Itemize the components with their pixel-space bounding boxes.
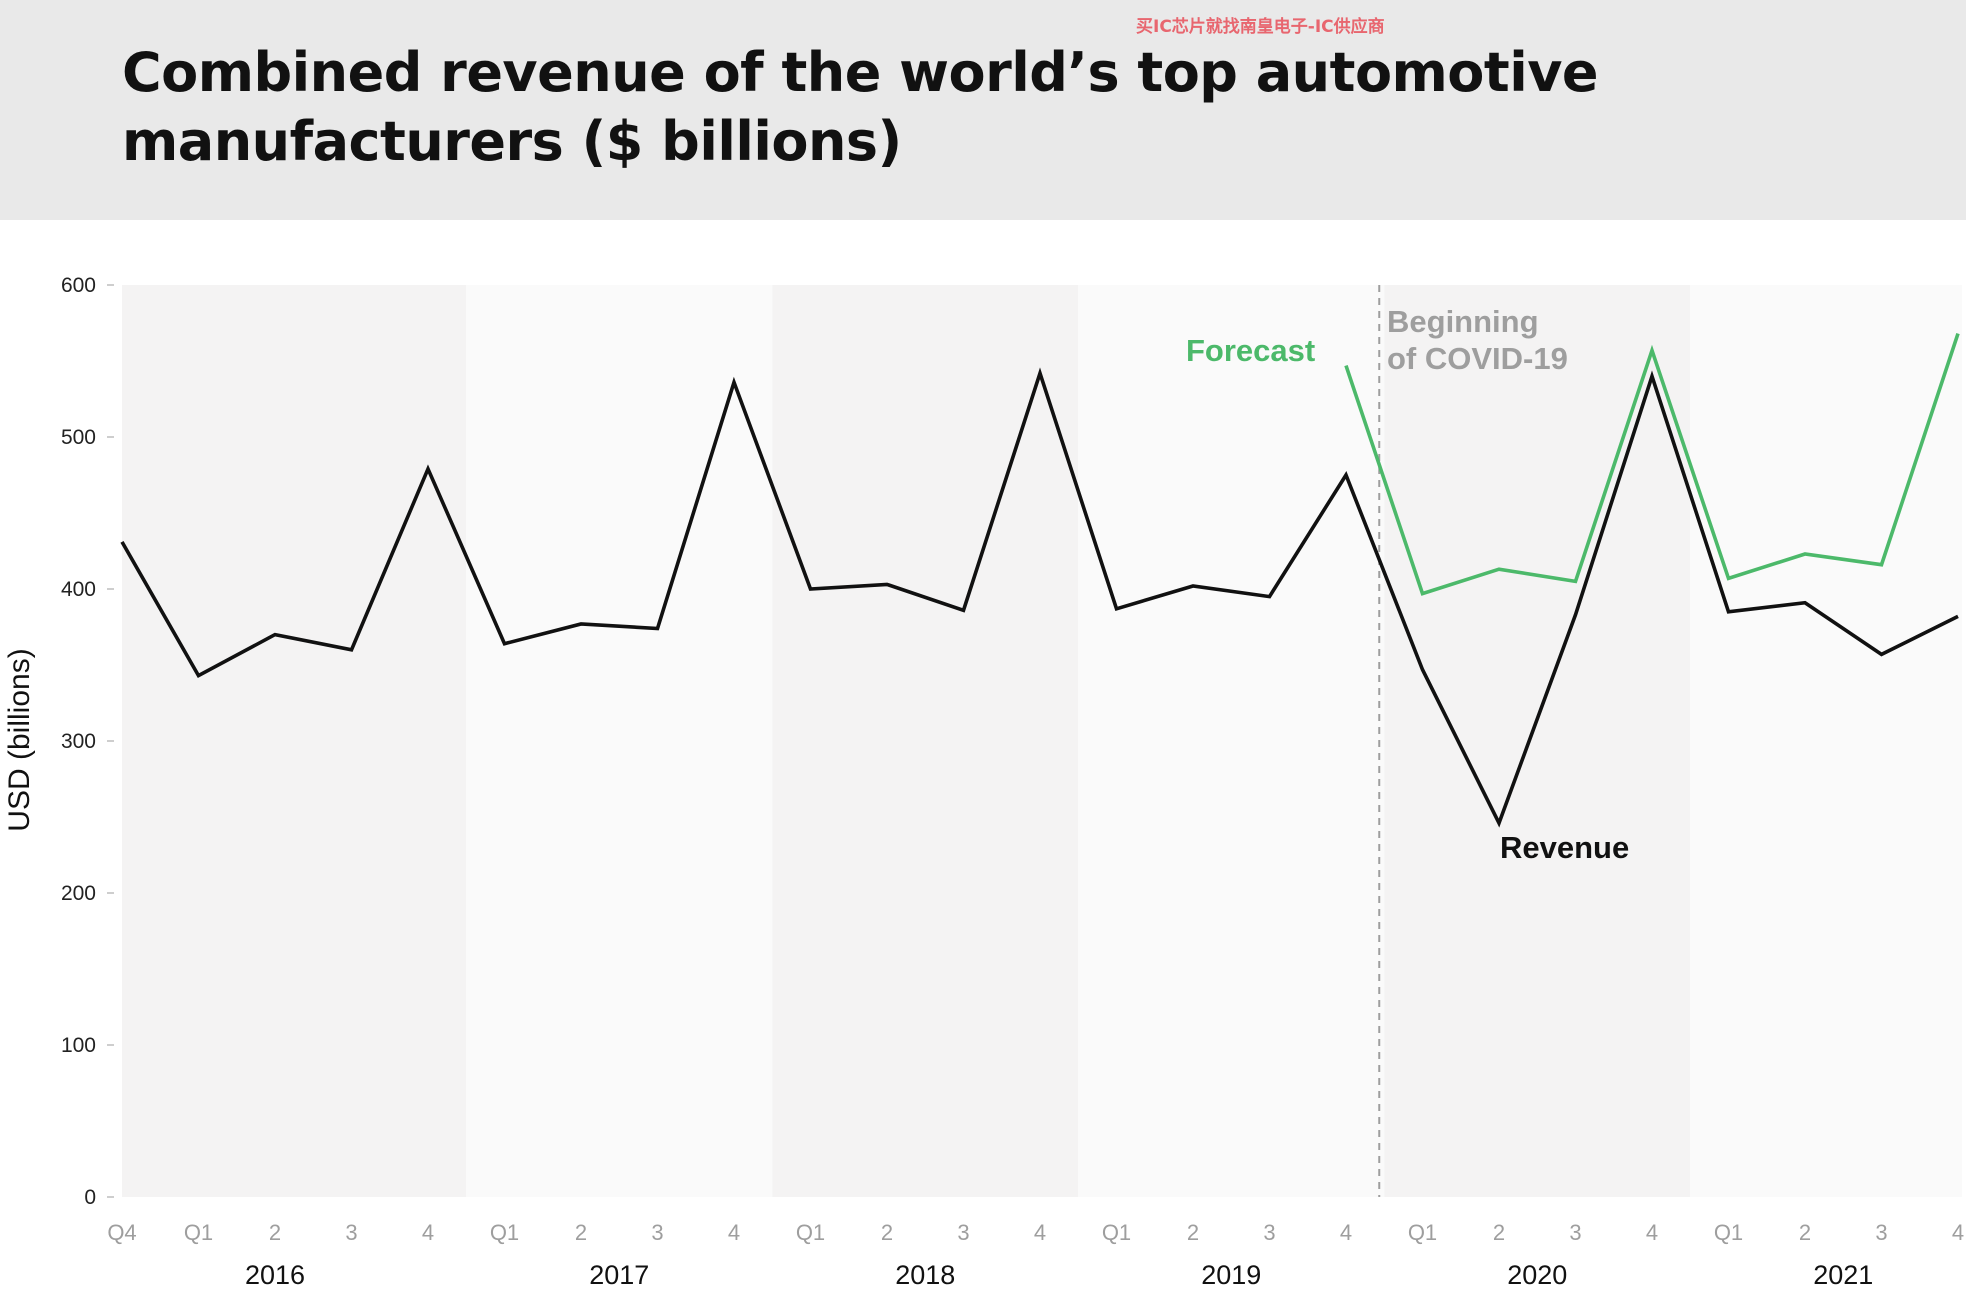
x-quarter-label: Q1	[184, 1220, 213, 1245]
forecast-annotation: Forecast	[1186, 333, 1315, 368]
header-band	[0, 0, 1966, 220]
x-quarter-label: 3	[957, 1220, 969, 1245]
x-year-label: 2018	[895, 1260, 955, 1290]
y-axis: 0 100 200 300 400 500 600	[61, 274, 114, 1209]
x-quarter-label: 4	[728, 1220, 740, 1245]
x-quarter-label: 2	[881, 1220, 893, 1245]
y-tick-label: 100	[61, 1034, 96, 1057]
covid-annotation-line-1: Beginning	[1387, 304, 1539, 339]
series-lines	[120, 333, 1960, 828]
year-bands	[122, 285, 1962, 1197]
x-quarter-label: 4	[1952, 1220, 1964, 1245]
x-quarter-label: 2	[575, 1220, 587, 1245]
x-year-label: 2017	[589, 1260, 649, 1290]
x-quarter-label: 4	[422, 1220, 434, 1245]
y-tick-label: 0	[84, 1186, 96, 1209]
year-band-2021	[1690, 285, 1962, 1197]
y-tick-label: 200	[61, 882, 96, 905]
revenue-annotation: Revenue	[1500, 830, 1629, 865]
x-year-label: 2021	[1813, 1260, 1873, 1290]
x-quarter-label: 4	[1034, 1220, 1046, 1245]
x-quarter-label: 3	[651, 1220, 663, 1245]
y-tick-label: 300	[61, 730, 96, 753]
x-quarter-label: 2	[1187, 1220, 1199, 1245]
chart-title: Combined revenue of the world’s top auto…	[122, 41, 1599, 173]
x-quarter-label: Q1	[490, 1220, 519, 1245]
year-band-2020	[1384, 285, 1691, 1197]
watermark-text: 买IC芯片就找南皇电子-IC供应商	[1136, 17, 1385, 37]
x-year-label: 2019	[1201, 1260, 1261, 1290]
x-quarter-label: Q1	[1714, 1220, 1743, 1245]
y-tick-label: 400	[61, 578, 96, 601]
year-band-2016	[122, 285, 467, 1197]
x-quarter-label: Q1	[796, 1220, 825, 1245]
series-line-revenue	[120, 367, 1959, 828]
x-quarter-label: 2	[269, 1220, 281, 1245]
y-axis-label: USD (billions)	[3, 648, 36, 831]
x-year-label: 2020	[1507, 1260, 1567, 1290]
x-axis: Q4 Q1 2 3 4 Q1 2 3 4 Q1 2 3 4 Q1 2 3 4 Q1 2 3 4 Q1 2 3 4 2016 2017…	[107, 1220, 1964, 1290]
x-quarter-label: 3	[1875, 1220, 1887, 1245]
covid-annotation-line-2: of COVID-19	[1387, 341, 1568, 376]
x-quarter-label: Q4	[107, 1220, 136, 1245]
year-band-2018	[772, 285, 1079, 1197]
x-quarter-label: 4	[1340, 1220, 1352, 1245]
x-year-label: 2016	[245, 1260, 305, 1290]
x-quarter-label: 3	[1569, 1220, 1581, 1245]
x-quarter-label: Q1	[1102, 1220, 1131, 1245]
x-quarter-label: 2	[1799, 1220, 1811, 1245]
x-quarter-label: 4	[1646, 1220, 1658, 1245]
x-quarter-label: Q1	[1408, 1220, 1437, 1245]
x-quarter-label: 2	[1493, 1220, 1505, 1245]
series-line-forecast	[1344, 333, 1960, 596]
x-quarter-label: 3	[345, 1220, 357, 1245]
year-band-2019	[1078, 285, 1385, 1197]
y-tick-label: 500	[61, 426, 96, 449]
x-quarter-label: 3	[1263, 1220, 1275, 1245]
y-tick-label: 600	[61, 274, 96, 297]
year-band-2017	[466, 285, 773, 1197]
